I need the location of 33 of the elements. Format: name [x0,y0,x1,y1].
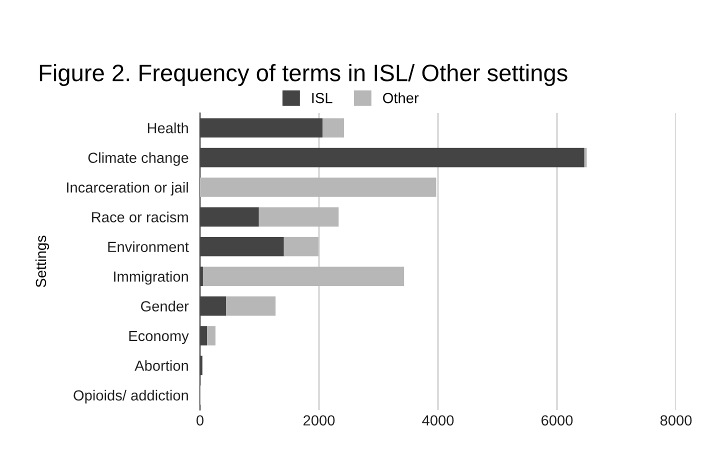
bar [284,236,318,256]
y-tick-label: Climate change [88,152,188,166]
y-tick-label: Abortion [134,360,188,371]
bar [322,118,344,138]
bar [207,326,216,346]
bar [200,118,323,138]
x-tick-label: 0 [196,415,204,426]
bar [202,266,404,286]
y-tick-label: Immigration [114,271,188,285]
bar [258,207,339,227]
bar [200,236,284,256]
bar [200,266,203,286]
y-tick-label: Opioids/ addiction [74,390,188,404]
bar [200,148,584,168]
y-tick-label: Economy [129,331,189,344]
legend-label: ISL [312,92,332,104]
y-tick-label: Incarceration or jail [67,182,188,196]
x-tick-label: 8000 [660,415,692,426]
chart-title: Figure 2. Frequency of terms in ISL/ Other settings [40,64,568,86]
bar [226,296,276,316]
y-tick-label: Race or racism [92,212,188,222]
x-tick-label: 2000 [304,415,335,426]
y-tick-label: Environment [108,241,189,252]
y-axis-title: Settings [35,236,50,288]
y-tick-label: Health [148,122,188,134]
x-tick-label: 4000 [422,415,454,426]
bar [200,326,208,346]
x-tick-label: 6000 [542,415,573,426]
bar [200,296,226,316]
legend-label: Other [383,92,419,104]
bar [200,207,259,227]
y-tick-label: Gender [140,300,189,312]
bar [200,178,436,197]
